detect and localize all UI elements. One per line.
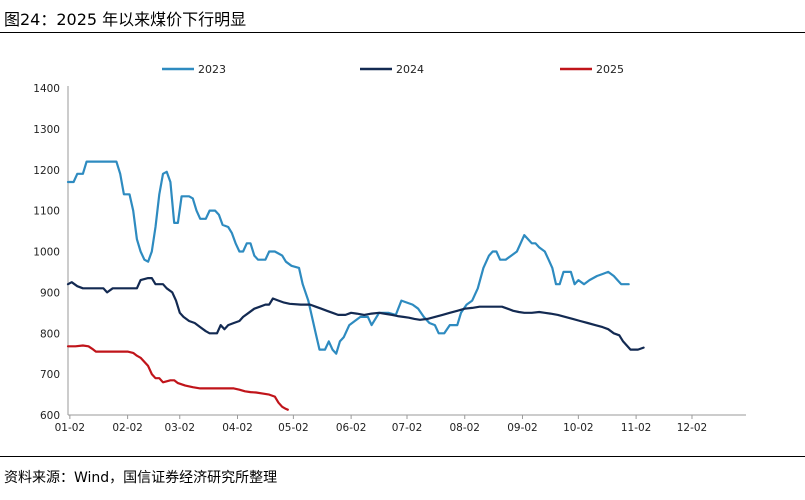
x-tick-label: 06-02 — [336, 422, 367, 434]
y-tick-label: 1400 — [33, 83, 60, 95]
x-tick-label: 07-02 — [392, 422, 423, 434]
x-tick-label: 01-02 — [55, 422, 86, 434]
y-axis: 600 700 800 900 1000 1100 1200 1300 1400 — [33, 83, 69, 422]
y-tick-label: 1200 — [33, 165, 60, 177]
y-tick-label: 700 — [40, 369, 60, 381]
x-axis: 01-02 02-02 03-02 04-02 05-02 06-02 07-02 08-02… — [55, 414, 746, 434]
y-tick-label: 1300 — [33, 124, 60, 136]
source-note: 资料来源：Wind，国信证券经济研究所整理 — [4, 470, 278, 486]
series-line-2025 — [66, 344, 289, 411]
y-tick-label: 800 — [40, 328, 60, 340]
x-tick-label: 05-02 — [278, 422, 309, 434]
source-rule — [0, 456, 805, 457]
legend-label-2023: 2023 — [198, 63, 226, 76]
x-tick-label: 12-02 — [677, 422, 708, 434]
y-tick-label: 1000 — [33, 247, 60, 259]
legend-label-2025: 2025 — [596, 63, 624, 76]
y-tick-label: 600 — [40, 410, 60, 422]
line-chart: 2023 2024 2025 600 700 800 900 1000 1100 1200 130… — [33, 63, 746, 434]
y-tick-label: 1100 — [33, 206, 60, 218]
x-tick-label: 04-02 — [222, 422, 253, 434]
x-tick-label: 08-02 — [449, 422, 480, 434]
chart-series — [66, 160, 645, 411]
figure-title: 图24：2025 年以来煤价下行明显 — [4, 10, 247, 29]
legend-label-2024: 2024 — [396, 63, 424, 76]
series-line-2023 — [66, 160, 630, 355]
series-line-2024 — [66, 277, 645, 351]
chart-legend: 2023 2024 2025 — [162, 63, 624, 76]
y-tick-label: 900 — [40, 287, 60, 299]
x-tick-label: 03-02 — [165, 422, 196, 434]
x-tick-label: 11-02 — [621, 422, 652, 434]
x-tick-label: 02-02 — [112, 422, 143, 434]
x-tick-label: 10-02 — [563, 422, 594, 434]
title-rule — [0, 32, 805, 33]
x-tick-label: 09-02 — [507, 422, 538, 434]
